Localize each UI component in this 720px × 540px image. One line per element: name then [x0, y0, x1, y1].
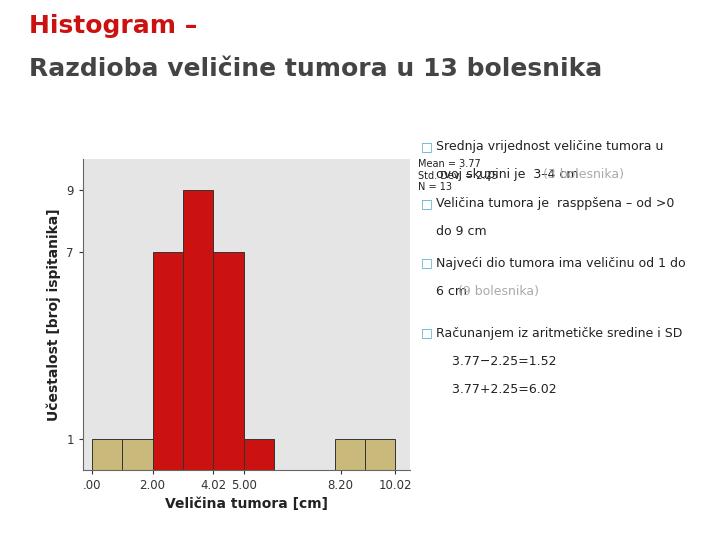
- Text: Računanjem iz aritmetičke sredine i SD: Računanjem iz aritmetičke sredine i SD: [436, 327, 682, 340]
- Text: □: □: [421, 197, 433, 210]
- X-axis label: Veličina tumora [cm]: Veličina tumora [cm]: [165, 497, 328, 511]
- Bar: [122, 438, 153, 470]
- Y-axis label: Učestalost [broj ispitanika]: Učestalost [broj ispitanika]: [46, 208, 60, 421]
- Bar: [153, 252, 183, 470]
- Text: do 9 cm: do 9 cm: [436, 225, 486, 238]
- Text: Najveći dio tumora ima veličinu od 1 do: Najveći dio tumora ima veličinu od 1 do: [436, 256, 685, 269]
- Bar: [365, 438, 395, 470]
- Text: (9 bolesnika): (9 bolesnika): [458, 285, 539, 298]
- Text: Mean = 3.77
Std. Dev. = 2.25
N = 13: Mean = 3.77 Std. Dev. = 2.25 N = 13: [418, 159, 498, 192]
- Text: Srednja vrijednost veličine tumora u: Srednja vrijednost veličine tumora u: [436, 140, 663, 153]
- Text: Razdioba veličine tumora u 13 bolesnika: Razdioba veličine tumora u 13 bolesnika: [29, 57, 602, 80]
- Bar: [213, 252, 243, 470]
- Text: 3.77−2.25=1.52: 3.77−2.25=1.52: [436, 355, 556, 368]
- Text: □: □: [421, 327, 433, 340]
- Bar: [183, 191, 213, 470]
- Text: (3 bolesnika): (3 bolesnika): [543, 168, 624, 181]
- Text: 6 cm: 6 cm: [436, 285, 471, 298]
- Text: ovoj skupini je  3–4 cm: ovoj skupini je 3–4 cm: [436, 168, 582, 181]
- Text: □: □: [421, 256, 433, 269]
- Text: □: □: [421, 140, 433, 153]
- Bar: [335, 438, 365, 470]
- Text: 3.77+2.25=6.02: 3.77+2.25=6.02: [436, 383, 557, 396]
- Bar: [243, 438, 274, 470]
- Text: Veličina tumora je  raspрšena – od >0: Veličina tumora je raspрšena – od >0: [436, 197, 674, 210]
- Bar: [92, 438, 122, 470]
- Text: Histogram –: Histogram –: [29, 14, 197, 37]
